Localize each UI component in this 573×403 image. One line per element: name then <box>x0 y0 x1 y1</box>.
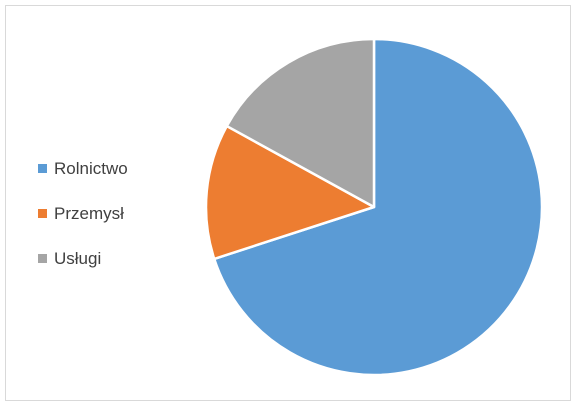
legend-label-uslugi: Usługi <box>54 248 102 268</box>
pie-slice-przemysl <box>204 124 376 261</box>
chart-legend: Rolnictwo Przemysł Usługi <box>38 146 128 281</box>
legend-swatch-przemysl <box>38 209 47 218</box>
pie-slice-uslugi <box>225 37 376 209</box>
legend-label-przemysl: Przemysł <box>54 203 124 223</box>
legend-item-przemysl: Przemysł <box>38 191 128 236</box>
legend-swatch-uslugi <box>38 254 47 263</box>
legend-label-rolnictwo: Rolnictwo <box>54 158 128 178</box>
legend-item-uslugi: Usługi <box>38 236 128 281</box>
pie-slice-rolnictwo <box>212 37 544 377</box>
legend-swatch-rolnictwo <box>38 164 47 173</box>
legend-item-rolnictwo: Rolnictwo <box>38 146 128 191</box>
